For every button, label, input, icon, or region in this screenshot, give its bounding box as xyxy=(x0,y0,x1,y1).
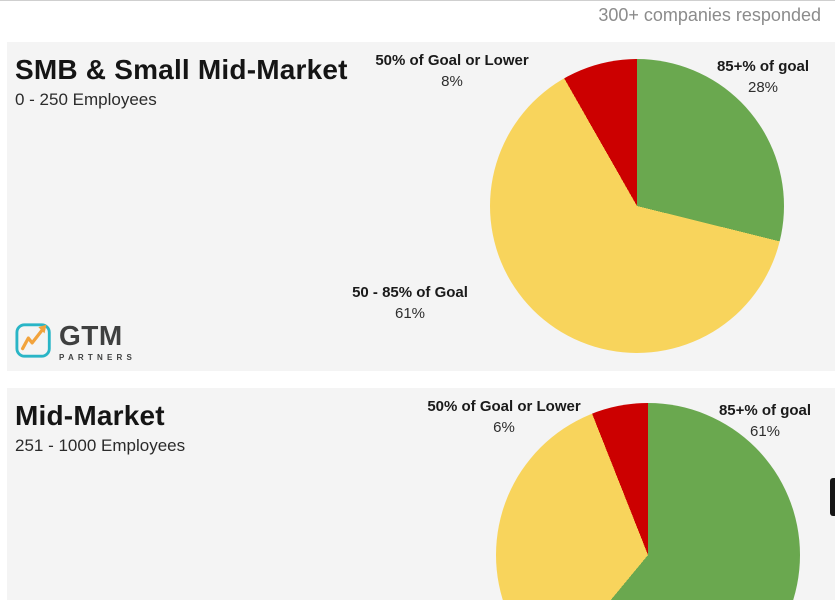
logo-wordmark: GTM PARTNERS xyxy=(59,320,137,363)
slice-label-50-or-lower: 50% of Goal or Lower 6% xyxy=(394,396,614,438)
chart-subtitle-smb: 0 - 250 Employees xyxy=(15,90,157,109)
top-divider xyxy=(0,0,835,1)
logo-text-gtm: GTM xyxy=(59,320,123,351)
logo-mark-icon xyxy=(15,323,51,358)
slice-label-pct: 28% xyxy=(747,79,779,96)
logo-text-partners: PARTNERS xyxy=(59,353,137,362)
chart-title-mid-market: Mid-Market xyxy=(15,400,165,431)
gtm-partners-logo: GTM PARTNERS xyxy=(15,320,136,362)
panel-smb-small-mid-market: SMB & Small Mid-Market 0 - 250 Employees… xyxy=(7,42,835,371)
slice-label-text: 85+% of goal xyxy=(716,58,810,75)
pie-chart-smb xyxy=(490,59,784,353)
slice-label-text: 50% of Goal or Lower xyxy=(375,52,529,69)
header-note: 300+ companies responded xyxy=(598,5,821,25)
slice-label-pct: 6% xyxy=(493,419,515,436)
slice-label-text: 50% of Goal or Lower xyxy=(427,398,581,415)
slice-label-pct: 8% xyxy=(441,73,463,90)
chart-title-smb: SMB & Small Mid-Market xyxy=(15,54,348,85)
slice-label-85-plus: 85+% of goal 61% xyxy=(685,400,835,442)
slice-label-pct: 61% xyxy=(749,423,781,440)
slice-label-85-plus: 85+% of goal 28% xyxy=(683,56,835,98)
panel-mid-market: Mid-Market 251 - 1000 Employees 50% of G… xyxy=(7,388,835,600)
slice-label-50-85: 50 - 85% of Goal 61% xyxy=(310,282,510,324)
slice-label-50-or-lower: 50% of Goal or Lower 8% xyxy=(307,50,597,92)
chart-subtitle-mid-market: 251 - 1000 Employees xyxy=(15,436,186,455)
scrollbar-thumb[interactable] xyxy=(830,478,835,516)
slice-label-text: 50 - 85% of Goal xyxy=(352,284,468,301)
slice-label-text: 85+% of goal xyxy=(718,402,812,419)
slice-label-pct: 61% xyxy=(394,305,426,322)
